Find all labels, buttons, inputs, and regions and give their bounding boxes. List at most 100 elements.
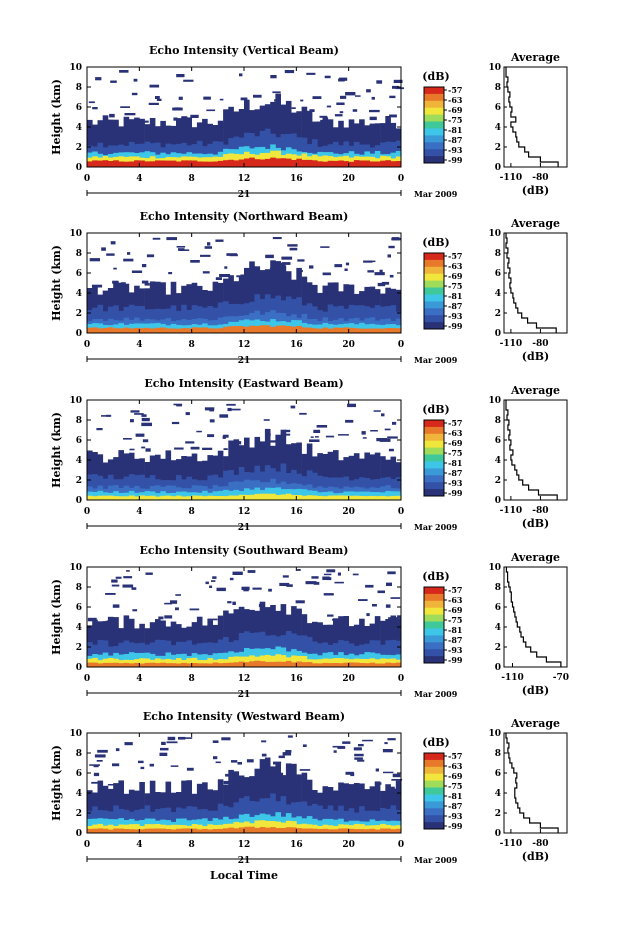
heatmap-cell	[270, 493, 276, 500]
heatmap	[87, 70, 404, 167]
heatmap-cell	[87, 119, 93, 167]
heatmap-cell	[139, 782, 145, 833]
heatmap-cell	[306, 490, 313, 500]
heatmap-cell	[244, 826, 250, 833]
heatmap-cell	[176, 161, 182, 167]
heatmap-cell	[270, 821, 276, 833]
heatmap-cell	[202, 118, 208, 167]
colorbar-tick-label: -63	[448, 95, 463, 105]
panel-2: Echo Intensity (Northward Beam) 0 2 4 6 8 10 He…	[50, 210, 568, 366]
heatmap-cell	[348, 327, 355, 333]
heatmap-cell	[233, 489, 240, 500]
colorbar-swatch	[424, 280, 444, 288]
heatmap-cell	[390, 829, 397, 833]
colorbar-tick-label: -57	[448, 251, 462, 261]
heatmap-cell	[118, 323, 124, 333]
heatmap-speckle	[365, 584, 374, 588]
colorbar-tick-label: -81	[448, 291, 462, 301]
heatmap-cell	[113, 328, 119, 333]
heatmap-cell	[395, 491, 402, 500]
heatmap-speckle	[226, 253, 238, 256]
heatmap-cell	[306, 159, 313, 167]
colorbar-swatch	[424, 87, 444, 95]
heatmap-speckle	[296, 448, 302, 451]
heatmap-speckle	[281, 453, 291, 457]
colorbar-tick-label: -93	[448, 311, 463, 321]
heatmap-speckle	[384, 428, 391, 431]
heatmap-cell	[217, 450, 224, 500]
heatmap-cell	[301, 662, 308, 667]
heatmap-speckle	[226, 403, 236, 406]
heatmap-speckle	[347, 403, 356, 408]
heatmap-cell	[317, 161, 323, 167]
average-y-tick-label: 4	[495, 289, 501, 299]
x-tick-label: 12	[238, 340, 251, 350]
heatmap-cell	[291, 326, 297, 333]
heatmap-cell	[233, 656, 240, 667]
heatmap-cell	[359, 328, 365, 333]
average-y-tick-label: 2	[495, 143, 501, 153]
heatmap-cell	[155, 496, 161, 500]
heatmap-speckle	[205, 581, 209, 585]
heatmap-speckle	[107, 784, 117, 786]
heatmap-speckle	[112, 280, 119, 284]
heatmap-speckle	[342, 741, 351, 744]
heatmap-cell	[249, 494, 255, 500]
heatmap-cell	[155, 658, 161, 667]
heatmap-speckle	[240, 97, 248, 101]
average-y-tick-label: 10	[488, 563, 501, 573]
panel-title: Echo Intensity (Westward Beam)	[143, 710, 345, 723]
heatmap-cell	[312, 663, 318, 667]
heatmap-speckle	[310, 436, 314, 438]
average-profile-line	[505, 733, 559, 833]
heatmap-speckle	[105, 593, 116, 595]
heatmap-speckle	[111, 579, 118, 583]
heatmap-cell	[202, 496, 208, 500]
heatmap-cell	[327, 495, 334, 500]
heatmap-cell	[244, 267, 250, 333]
heatmap-cell	[317, 643, 323, 667]
heatmap-cell	[348, 662, 355, 667]
heatmap-cell	[306, 662, 313, 667]
x-tick-label: 0	[84, 840, 90, 850]
y-tick-label: 6	[76, 436, 82, 446]
heatmap-speckle	[175, 594, 181, 596]
heatmap-cell	[364, 452, 370, 500]
colorbar-swatch	[424, 322, 444, 330]
heatmap-cell	[165, 663, 172, 667]
heatmap-cell	[149, 323, 156, 333]
heatmap-cell	[191, 657, 198, 667]
heatmap-cell	[291, 662, 297, 667]
heatmap-cell	[270, 793, 276, 833]
colorbar-swatch	[424, 156, 444, 164]
colorbar-swatch	[424, 482, 444, 490]
heatmap-cell	[118, 780, 124, 833]
heatmap-speckle	[377, 282, 386, 287]
heatmap-cell	[270, 260, 276, 333]
panel-title: Echo Intensity (Northward Beam)	[140, 210, 349, 223]
heatmap-cell	[322, 161, 329, 167]
average-y-tick-label: 0	[495, 496, 501, 506]
heatmap-speckle	[388, 448, 394, 452]
colorbar-tick-label: -87	[448, 468, 462, 478]
heatmap-cell	[170, 305, 177, 333]
heatmap-cell	[176, 663, 182, 667]
heatmap-cell	[285, 326, 292, 333]
heatmap-cell	[196, 161, 203, 167]
heatmap-cell	[170, 328, 177, 333]
colorbar-swatch	[424, 766, 444, 775]
heatmap-cell	[217, 490, 224, 500]
heatmap-speckle	[110, 80, 117, 83]
heatmap-speckle	[297, 259, 305, 262]
colorbar-swatch	[424, 447, 444, 455]
heatmap-speckle	[226, 119, 237, 122]
heatmap-cell	[285, 827, 292, 833]
heatmap-speckle	[253, 620, 257, 623]
heatmap-cell	[181, 456, 187, 500]
heatmap-cell	[144, 662, 151, 667]
heatmap-cell	[92, 327, 98, 333]
heatmap-cell	[149, 328, 156, 333]
heatmap-speckle	[316, 425, 328, 428]
heatmap-cell	[139, 118, 145, 167]
heatmap-speckle	[291, 107, 296, 109]
